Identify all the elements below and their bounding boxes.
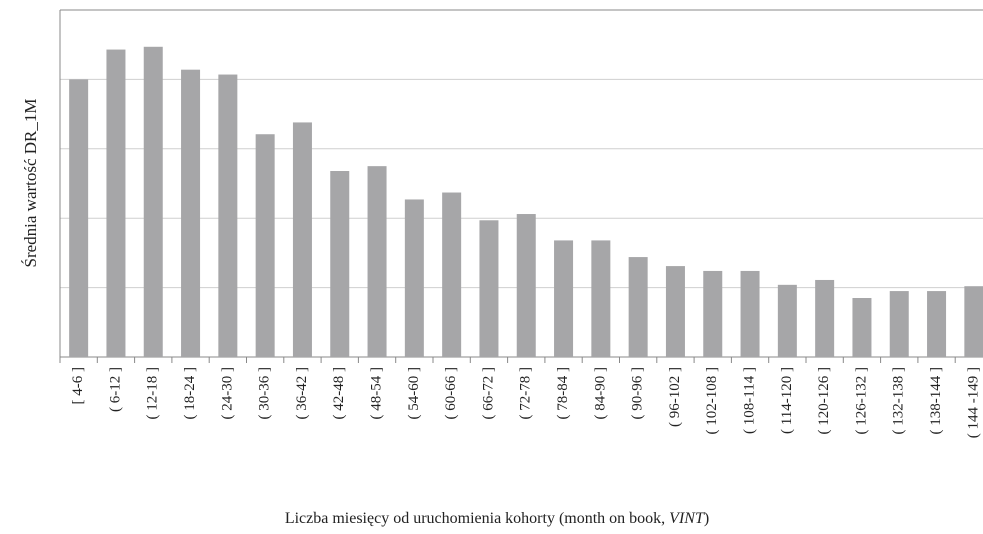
x-tick-label: ( 6-12 ] — [107, 367, 123, 412]
x-tick-label: ( 96-102 ] — [667, 367, 683, 427]
y-axis-label: Średnia wartość DR_1M — [21, 98, 40, 267]
bar — [69, 79, 89, 358]
x-tick-label: ( 108-114 ] — [741, 367, 757, 434]
x-axis-label: Liczba miesięcy od uruchomienia kohorty … — [285, 510, 709, 527]
bar — [442, 192, 462, 357]
bar — [404, 199, 424, 357]
bar — [740, 270, 760, 357]
bar — [665, 266, 685, 357]
x-tick-label: ( 54-60 ] — [406, 367, 422, 420]
bar — [964, 286, 983, 357]
x-tick-label: ( 120-126 ] — [816, 367, 832, 435]
x-tick-label: ( 66-72 ] — [480, 367, 496, 420]
x-tick-label: ( 126-132 ] — [853, 367, 869, 435]
bar — [777, 284, 797, 357]
bar — [516, 214, 536, 357]
x-tick-label: [ 4-6 ] — [70, 367, 86, 405]
x-tick-label: ( 90-96 ] — [630, 367, 646, 420]
bar — [218, 74, 238, 358]
bar — [852, 298, 872, 357]
x-tick-label: ( 60-66 ] — [443, 367, 459, 420]
bar — [479, 220, 499, 357]
x-tick-label: ( 114-120 ] — [779, 367, 795, 434]
bar — [181, 69, 201, 358]
x-tick-label: ( 12-18 ] — [145, 367, 161, 420]
bar — [554, 240, 574, 357]
bar — [889, 291, 909, 357]
x-tick-label: ( 30-36 ] — [257, 367, 273, 420]
bar — [703, 270, 723, 357]
bar — [628, 257, 648, 357]
x-tick-label: ( 132-138 ] — [891, 367, 907, 435]
x-axis-label-end: ) — [704, 510, 709, 527]
bar — [591, 240, 611, 357]
x-tick-label: ( 144 -149 ] — [965, 367, 981, 438]
x-tick-label: ( 24-30 ] — [219, 367, 235, 420]
x-axis-label-italic: VINT — [669, 510, 705, 527]
bar — [330, 171, 350, 357]
bar — [367, 166, 387, 357]
x-tick-label: ( 18-24 ] — [182, 367, 198, 420]
bar — [143, 46, 163, 357]
x-tick-label: ( 42-48 ] — [331, 367, 347, 420]
bar — [815, 279, 835, 357]
x-axis-label-text: Liczba miesięcy od uruchomienia kohorty … — [285, 510, 669, 527]
x-tick-label: ( 36-42 ] — [294, 367, 310, 420]
bar — [927, 291, 947, 357]
bar — [292, 122, 312, 357]
bar — [106, 49, 126, 358]
bar — [255, 134, 275, 357]
x-tick-label: ( 84-90 ] — [592, 367, 608, 420]
x-tick-label: ( 138-144 ] — [928, 367, 944, 435]
x-tick-label: ( 48-54 ] — [368, 367, 384, 420]
x-tick-label: ( 102-108 ] — [704, 367, 720, 435]
x-tick-label: ( 78-84 ] — [555, 367, 571, 420]
x-tick-label: ( 72-78 ] — [518, 367, 534, 420]
